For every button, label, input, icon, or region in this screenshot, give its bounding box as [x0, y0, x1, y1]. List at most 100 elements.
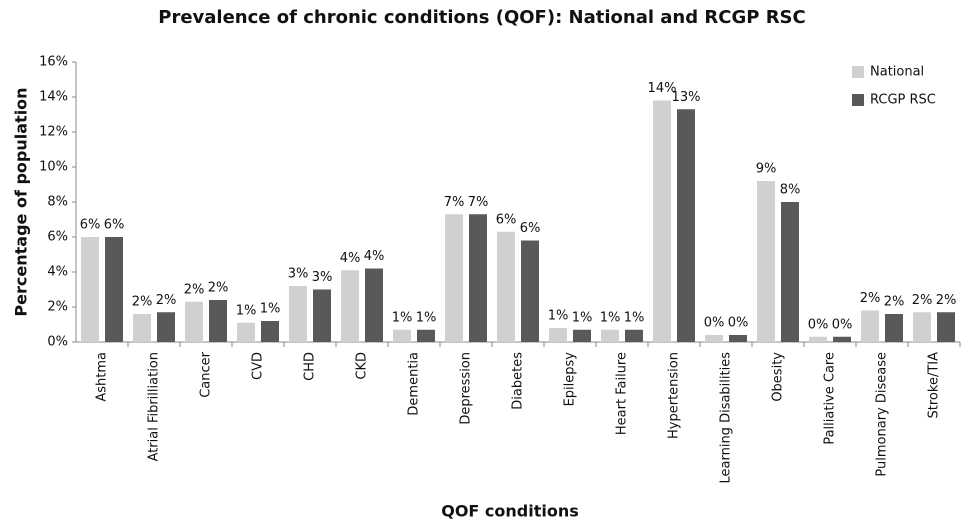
- x-tick-label: Dementia: [407, 352, 422, 416]
- chart-title: Prevalence of chronic conditions (QOF): …: [158, 7, 805, 28]
- y-tick-label: 12%: [39, 125, 68, 140]
- bar: [601, 329, 619, 342]
- bar: [913, 312, 931, 342]
- x-tick-label: Pulmonary Disease: [875, 352, 890, 477]
- value-label: 1%: [260, 302, 281, 317]
- bar: [625, 329, 643, 342]
- bar: [573, 329, 591, 342]
- y-tick-label: 16%: [39, 55, 68, 70]
- bar: [209, 300, 227, 342]
- y-tick-label: 10%: [39, 160, 68, 175]
- value-label: 8%: [780, 183, 801, 198]
- bar: [237, 322, 255, 342]
- x-tick-label: CHD: [303, 352, 318, 381]
- bar: [365, 268, 383, 342]
- value-label: 1%: [236, 303, 257, 318]
- bar: [105, 237, 123, 342]
- x-tick-label: Epilepsy: [563, 352, 578, 407]
- bar: [677, 109, 695, 342]
- legend-swatch: [852, 94, 864, 106]
- bar: [809, 336, 827, 342]
- bar: [133, 314, 151, 342]
- value-label: 2%: [184, 282, 205, 297]
- value-label: 1%: [548, 309, 569, 324]
- value-label: 1%: [416, 310, 437, 325]
- bar: [833, 336, 851, 342]
- x-tick-label: Atrial Fibrilliation: [147, 352, 162, 461]
- x-tick-label: CVD: [251, 352, 266, 380]
- bar: [937, 312, 955, 342]
- bar: [729, 335, 747, 342]
- value-label: 6%: [520, 221, 541, 236]
- value-label: 1%: [392, 310, 413, 325]
- bar: [521, 240, 539, 342]
- x-tick-label: Obesity: [771, 352, 786, 402]
- value-label: 2%: [208, 281, 229, 296]
- value-label: 14%: [648, 81, 677, 96]
- bar: [313, 289, 331, 342]
- y-axis-title: Percentage of population: [12, 87, 31, 316]
- y-tick-label: 14%: [39, 90, 68, 105]
- x-tick-label: Hypertension: [667, 352, 682, 439]
- value-label: 2%: [912, 293, 933, 308]
- value-label: 13%: [672, 90, 701, 105]
- x-tick-label: Cancer: [199, 351, 214, 397]
- value-label: 6%: [496, 212, 517, 227]
- value-label: 0%: [704, 316, 725, 331]
- value-label: 4%: [340, 251, 361, 266]
- value-label: 2%: [884, 295, 905, 310]
- x-tick-label: Heart Failure: [615, 352, 630, 435]
- value-label: 7%: [444, 195, 465, 210]
- y-tick-label: 0%: [47, 335, 68, 350]
- bar: [417, 329, 435, 342]
- value-label: 6%: [104, 218, 125, 233]
- bar: [705, 335, 723, 342]
- bar: [497, 231, 515, 342]
- bar: [549, 328, 567, 342]
- value-label: 0%: [832, 317, 853, 332]
- value-label: 1%: [600, 310, 621, 325]
- value-label: 0%: [728, 316, 749, 331]
- y-tick-label: 2%: [47, 300, 68, 315]
- bar: [341, 270, 359, 342]
- bar: [653, 100, 671, 342]
- bar: [289, 286, 307, 342]
- legend-label: National: [870, 65, 924, 80]
- y-tick-label: 4%: [47, 265, 68, 280]
- x-tick-label: Learning Disabilities: [719, 352, 734, 484]
- value-label: 9%: [756, 162, 777, 177]
- value-label: 2%: [156, 293, 177, 308]
- x-tick-label: Ashtma: [95, 352, 110, 402]
- bar: [469, 214, 487, 342]
- bar: [81, 237, 99, 342]
- value-label: 2%: [936, 293, 957, 308]
- x-tick-label: Palliative Care: [823, 352, 838, 445]
- bar: [157, 312, 175, 342]
- value-label: 0%: [808, 317, 829, 332]
- bar: [757, 181, 775, 342]
- legend-label: RCGP RSC: [870, 93, 936, 108]
- value-label: 6%: [80, 218, 101, 233]
- bar: [185, 301, 203, 342]
- value-label: 1%: [624, 310, 645, 325]
- bar: [885, 314, 903, 342]
- value-label: 2%: [132, 295, 153, 310]
- bar: [261, 321, 279, 342]
- value-label: 1%: [572, 310, 593, 325]
- value-label: 3%: [312, 270, 333, 285]
- bar: [781, 202, 799, 342]
- value-label: 2%: [860, 291, 881, 306]
- y-tick-label: 6%: [47, 230, 68, 245]
- bar: [393, 329, 411, 342]
- x-tick-label: Stroke/TIA: [927, 352, 942, 419]
- value-label: 7%: [468, 195, 489, 210]
- y-tick-label: 8%: [47, 195, 68, 210]
- x-tick-label: CKD: [355, 352, 370, 380]
- x-tick-label: Diabetes: [511, 352, 526, 410]
- legend-swatch: [852, 66, 864, 78]
- bar: [445, 214, 463, 342]
- x-tick-label: Depression: [459, 352, 474, 425]
- value-label: 4%: [364, 249, 385, 264]
- value-label: 3%: [288, 267, 309, 282]
